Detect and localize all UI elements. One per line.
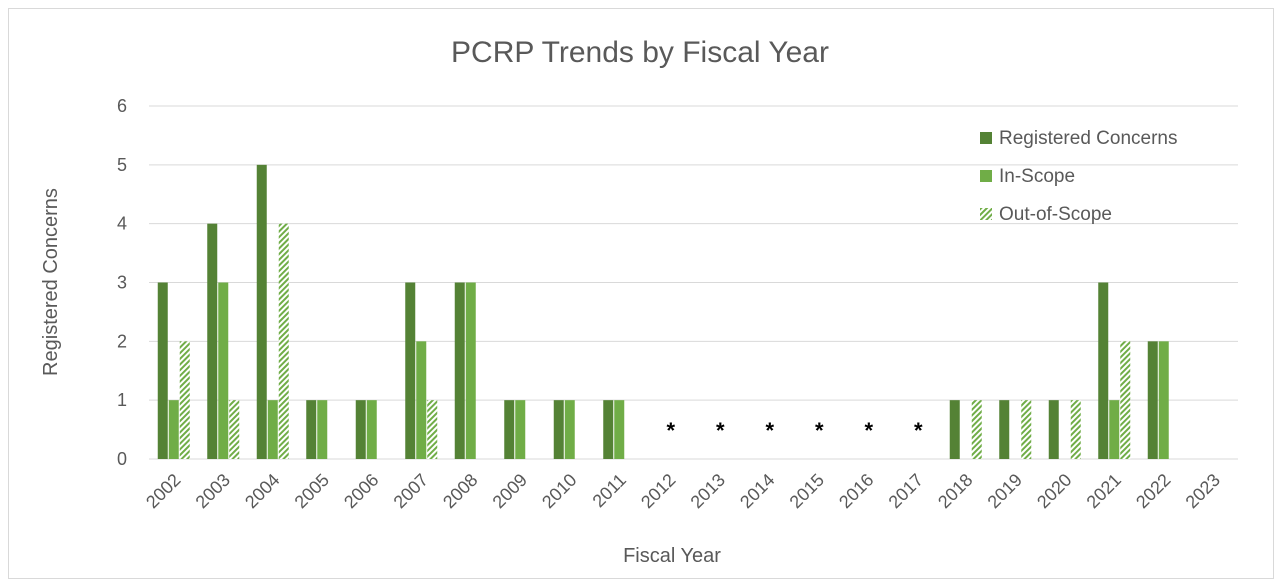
annotations: * * * * * * bbox=[666, 418, 923, 443]
bar-out-of-scope-2007 bbox=[427, 400, 438, 459]
legend-swatch bbox=[980, 170, 992, 182]
bar-out-of-scope-2018 bbox=[971, 400, 982, 459]
bar-out-of-scope-2020 bbox=[1070, 400, 1081, 459]
bar-registered-concerns-2005 bbox=[306, 400, 317, 459]
x-tick-label: 2010 bbox=[538, 470, 580, 512]
y-tick-label: 6 bbox=[117, 96, 127, 116]
legend-swatch bbox=[980, 208, 992, 220]
annotation-star: * bbox=[666, 418, 675, 443]
bar-registered-concerns-2020 bbox=[1048, 400, 1059, 459]
bar-registered-concerns-2003 bbox=[207, 223, 218, 459]
annotation-star: * bbox=[815, 418, 824, 443]
x-axis-ticks: 2002 2003 2004 2005 2006 2007 2008 2009 2010 2011… bbox=[142, 470, 1224, 512]
x-tick-label: 2009 bbox=[489, 470, 531, 512]
bar-registered-concerns-2006 bbox=[355, 400, 366, 459]
bar-in-scope-2022 bbox=[1158, 341, 1169, 459]
legend-swatch bbox=[980, 132, 992, 144]
x-tick-label: 2019 bbox=[984, 470, 1026, 512]
bar-registered-concerns-2019 bbox=[999, 400, 1010, 459]
bar-registered-concerns-2008 bbox=[454, 282, 465, 459]
bar-out-of-scope-2004 bbox=[278, 223, 289, 459]
annotation-star: * bbox=[914, 418, 923, 443]
legend-label: Registered Concerns bbox=[999, 128, 1177, 149]
annotation-star: * bbox=[765, 418, 774, 443]
bar-registered-concerns-2011 bbox=[603, 400, 614, 459]
x-tick-label: 2012 bbox=[637, 470, 679, 512]
bar-in-scope-2010 bbox=[564, 400, 575, 459]
bars bbox=[157, 164, 1169, 460]
x-tick-label: 2022 bbox=[1132, 470, 1174, 512]
y-tick-label: 1 bbox=[117, 390, 127, 410]
bar-in-scope-2003 bbox=[218, 282, 229, 459]
x-tick-label: 2007 bbox=[390, 470, 432, 512]
x-tick-label: 2020 bbox=[1033, 470, 1075, 512]
legend-label: In-Scope bbox=[999, 166, 1075, 187]
x-tick-label: 2014 bbox=[736, 470, 778, 512]
bar-in-scope-2009 bbox=[515, 400, 526, 459]
x-tick-label: 2017 bbox=[885, 470, 927, 512]
bar-in-scope-2005 bbox=[317, 400, 328, 459]
bar-out-of-scope-2021 bbox=[1120, 341, 1131, 459]
bar-in-scope-2006 bbox=[366, 400, 377, 459]
y-axis-ticks: 0 1 2 3 4 5 6 bbox=[117, 96, 127, 469]
x-tick-label: 2002 bbox=[142, 470, 184, 512]
annotation-star: * bbox=[864, 418, 873, 443]
x-tick-label: 2023 bbox=[1182, 470, 1224, 512]
bar-in-scope-2007 bbox=[416, 341, 427, 459]
y-tick-label: 2 bbox=[117, 331, 127, 351]
x-tick-label: 2016 bbox=[835, 470, 877, 512]
chart-title: PCRP Trends by Fiscal Year bbox=[451, 36, 829, 69]
bar-registered-concerns-2004 bbox=[256, 164, 267, 460]
bar-registered-concerns-2018 bbox=[949, 400, 960, 459]
x-tick-label: 2015 bbox=[786, 470, 828, 512]
bar-in-scope-2002 bbox=[168, 400, 179, 459]
annotation-star: * bbox=[716, 418, 725, 443]
y-tick-label: 4 bbox=[117, 214, 127, 234]
bar-registered-concerns-2022 bbox=[1147, 341, 1158, 459]
x-tick-label: 2004 bbox=[241, 470, 283, 512]
bar-in-scope-2004 bbox=[267, 400, 278, 459]
y-tick-label: 3 bbox=[117, 273, 127, 293]
bar-out-of-scope-2002 bbox=[179, 341, 190, 459]
y-tick-label: 0 bbox=[117, 449, 127, 469]
x-tick-label: 2005 bbox=[291, 470, 333, 512]
x-tick-label: 2021 bbox=[1083, 470, 1125, 512]
bar-in-scope-2021 bbox=[1109, 400, 1120, 459]
legend-label: Out-of-Scope bbox=[999, 204, 1112, 225]
y-tick-label: 5 bbox=[117, 155, 127, 175]
bar-registered-concerns-2010 bbox=[553, 400, 564, 459]
bar-in-scope-2008 bbox=[465, 282, 476, 459]
bar-registered-concerns-2021 bbox=[1098, 282, 1109, 459]
x-tick-label: 2011 bbox=[589, 470, 631, 512]
bar-out-of-scope-2003 bbox=[229, 400, 240, 459]
x-tick-label: 2008 bbox=[439, 470, 481, 512]
x-axis-label: Fiscal Year bbox=[623, 545, 721, 567]
y-axis-label: Registered Concerns bbox=[40, 188, 62, 376]
bar-registered-concerns-2007 bbox=[405, 282, 416, 459]
x-tick-label: 2013 bbox=[687, 470, 729, 512]
bar-registered-concerns-2009 bbox=[504, 400, 515, 459]
bar-out-of-scope-2019 bbox=[1021, 400, 1032, 459]
legend: Registered Concerns In-Scope Out-of-Scope bbox=[980, 128, 1177, 225]
bar-in-scope-2011 bbox=[614, 400, 625, 459]
bar-registered-concerns-2002 bbox=[157, 282, 168, 459]
x-tick-label: 2003 bbox=[192, 470, 234, 512]
x-tick-label: 2018 bbox=[934, 470, 976, 512]
x-tick-label: 2006 bbox=[340, 470, 382, 512]
